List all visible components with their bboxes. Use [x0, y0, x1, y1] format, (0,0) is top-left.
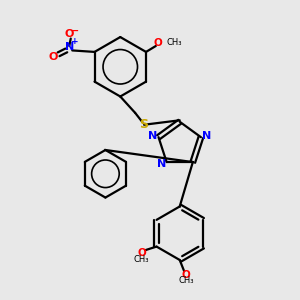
Text: O: O — [49, 52, 58, 62]
Text: N: N — [64, 43, 74, 52]
Text: O: O — [154, 38, 162, 48]
Text: +: + — [71, 37, 78, 46]
Text: O: O — [64, 29, 74, 39]
Text: S: S — [140, 118, 148, 131]
Text: N: N — [202, 131, 212, 141]
Text: CH₃: CH₃ — [166, 38, 182, 46]
Text: CH₃: CH₃ — [178, 276, 194, 285]
Text: CH₃: CH₃ — [134, 255, 149, 264]
Text: O: O — [182, 270, 190, 280]
Text: N: N — [148, 131, 157, 141]
Text: O: O — [137, 248, 146, 258]
Text: N: N — [157, 159, 166, 169]
Text: −: − — [70, 26, 79, 36]
